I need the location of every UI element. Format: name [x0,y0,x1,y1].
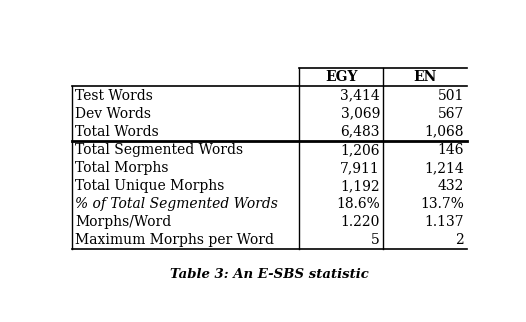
Text: 1,214: 1,214 [424,161,464,175]
Text: 1.137: 1.137 [424,215,464,229]
Text: EN: EN [413,71,437,84]
Text: Dev Words: Dev Words [75,107,151,121]
Text: Table 3: An E-SBS statistic: Table 3: An E-SBS statistic [170,268,369,281]
Text: 2: 2 [456,233,464,247]
Text: 146: 146 [438,143,464,157]
Text: 6,483: 6,483 [340,125,380,139]
Text: EGY: EGY [325,71,358,84]
Text: Total Words: Total Words [75,125,159,139]
Text: Total Segmented Words: Total Segmented Words [75,143,243,157]
Text: 1,206: 1,206 [340,143,380,157]
Text: 3,414: 3,414 [340,89,380,102]
Text: 5: 5 [371,233,380,247]
Text: Morphs/Word: Morphs/Word [75,215,171,229]
Text: Total Unique Morphs: Total Unique Morphs [75,179,225,193]
Text: 432: 432 [438,179,464,193]
Text: Test Words: Test Words [75,89,153,102]
Text: 1,192: 1,192 [340,179,380,193]
Text: 18.6%: 18.6% [336,197,380,211]
Text: Total Morphs: Total Morphs [75,161,169,175]
Text: 3,069: 3,069 [341,107,380,121]
Text: 7,911: 7,911 [340,161,380,175]
Text: 13.7%: 13.7% [420,197,464,211]
Text: % of Total Segmented Words: % of Total Segmented Words [75,197,278,211]
Text: 1.220: 1.220 [341,215,380,229]
Text: 501: 501 [438,89,464,102]
Text: 1,068: 1,068 [424,125,464,139]
Text: 567: 567 [438,107,464,121]
Text: Maximum Morphs per Word: Maximum Morphs per Word [75,233,274,247]
